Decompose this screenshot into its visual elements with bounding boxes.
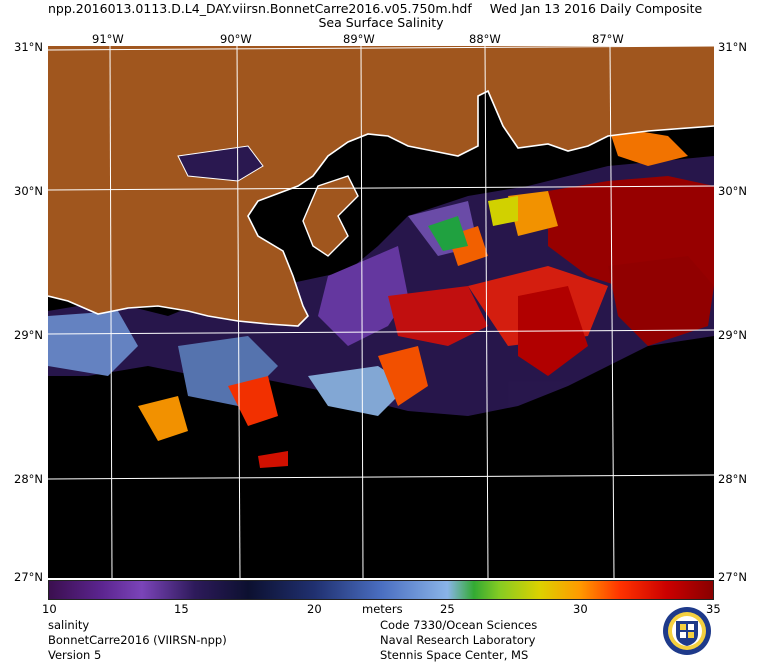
colorbar-tick-15: 15 — [174, 602, 189, 616]
lat-label-right-29n: 29°N — [718, 328, 747, 342]
graticule — [48, 46, 714, 578]
product-title: Sea Surface Salinity — [318, 15, 444, 30]
lat-label-left-27n: 27°N — [14, 570, 43, 584]
lat-label-right-30n: 30°N — [718, 184, 747, 198]
date-text: Wed Jan 13 2016 Daily Composite — [489, 1, 703, 16]
map-canvas — [48, 46, 714, 578]
footer-dataset: BonnetCarre2016 (VIIRSN-npp) — [48, 633, 227, 647]
salinity-field — [48, 126, 714, 468]
footer-location: Stennis Space Center, MS — [380, 648, 529, 662]
salinity-colorbar — [48, 580, 714, 600]
footer-code: Code 7330/Ocean Sciences — [380, 618, 538, 632]
coastline — [48, 89, 714, 327]
filename-text: npp.2016013.0113.D.L4_DAY.viirsn.BonnetC… — [48, 1, 472, 16]
lat-label-right-31n: 31°N — [718, 40, 747, 54]
lat-label-right-28n: 28°N — [718, 472, 747, 486]
lon-label-89w: 89°W — [343, 32, 375, 46]
delta-land — [303, 176, 358, 256]
footer-lab: Naval Research Laboratory — [380, 633, 536, 647]
colorbar-tick-20: 20 — [307, 602, 322, 616]
colorbar-tick-30: 30 — [573, 602, 588, 616]
footer-variable: salinity — [48, 618, 90, 632]
lon-label-88w: 88°W — [469, 32, 501, 46]
delta-coastline — [302, 175, 359, 257]
colorbar-tick-35: 35 — [706, 602, 721, 616]
colorbar-tick-10: 10 — [42, 602, 57, 616]
lat-label-left-28n: 28°N — [14, 472, 43, 486]
lake-pontchartrain — [177, 145, 264, 182]
salinity-map[interactable] — [48, 46, 714, 578]
lat-label-left-31n: 31°N — [14, 40, 43, 54]
colorbar-unit-label: meters — [362, 602, 403, 616]
colorbar-tick-25: 25 — [440, 602, 455, 616]
lat-label-left-30n: 30°N — [14, 184, 43, 198]
nrl-seal-icon — [663, 607, 711, 655]
footer-version: Version 5 — [48, 648, 102, 662]
land-mass — [48, 46, 714, 326]
lat-label-left-29n: 29°N — [14, 328, 43, 342]
lat-label-right-27n: 27°N — [718, 570, 747, 584]
lon-label-90w: 90°W — [220, 32, 252, 46]
lon-label-91w: 91°W — [92, 32, 124, 46]
lon-label-87w: 87°W — [592, 32, 624, 46]
file-title: npp.2016013.0113.D.L4_DAY.viirsn.BonnetC… — [48, 2, 702, 16]
